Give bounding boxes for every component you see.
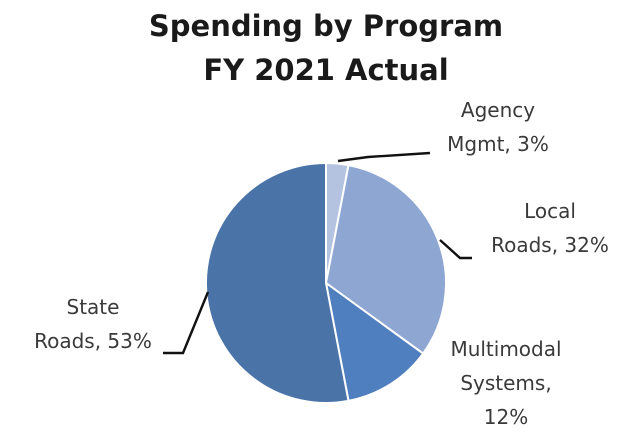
chart-title-line-2: FY 2021 Actual [203,53,448,87]
slice-label-line: Roads, 53% [34,329,152,353]
pie-slice-local-roads-32 [324,163,447,355]
pie-slices [205,161,447,404]
slice-label-line: Roads, 32% [491,233,609,257]
chart-title: Spending by Program FY 2021 Actual [149,9,503,87]
slice-labels: Agency Mgmt, 3% Local Roads, 32% Multimodal S… [34,98,609,429]
slice-label-agency-mgmt-3: Agency Mgmt, 3% [447,98,549,156]
leader-line-agency-mgmt-3 [337,151,431,163]
leader-line-local-roads-32 [439,239,472,260]
pie-slice-multimodal-systems-12 [324,280,425,403]
slice-label-line: 12% [484,405,528,429]
slice-label-line: Systems, [460,371,551,395]
slice-label-line: Mgmt, 3% [447,132,549,156]
slice-label-multimodal-systems-12: Multimodal Systems, 12% [450,337,561,429]
slice-label-line: Multimodal [450,337,561,361]
slice-label-state-roads-53: State Roads, 53% [34,295,152,353]
leader-line-state-roads-53 [163,291,210,355]
slice-label-local-roads-32: Local Roads, 32% [491,199,609,257]
slice-label-line: State [67,295,120,319]
slice-label-line: Local [524,199,576,223]
leader-lines [163,151,472,355]
slice-label-line: Agency [461,98,535,122]
chart-title-line-1: Spending by Program [149,9,503,43]
